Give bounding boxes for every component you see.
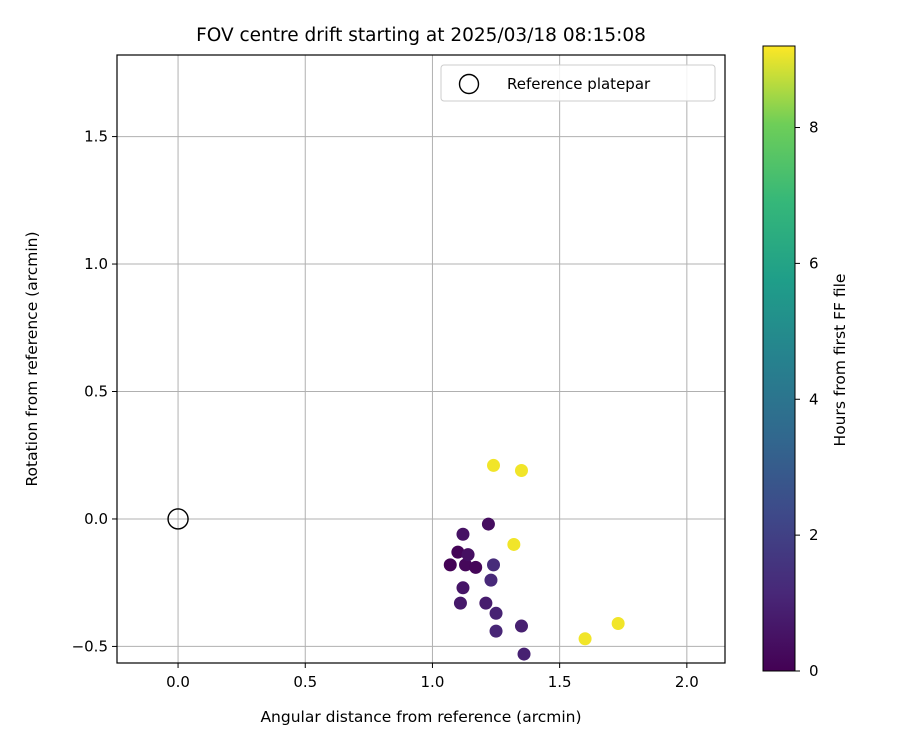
colorbar-ticks: 0 2 4 6 8 [795,119,819,680]
x-tick-label: 1.0 [421,673,445,691]
colorbar-tick-label: 2 [809,526,819,544]
data-point [456,527,470,541]
data-point [514,619,528,633]
data-points [167,458,625,661]
data-point [514,464,528,478]
x-axis-label: Angular distance from reference (arcmin) [260,708,581,726]
legend: Reference platepar [440,64,716,102]
data-point [456,581,470,595]
data-point [487,558,501,572]
y-tick-label: 1.5 [84,128,108,146]
colorbar-tick-label: 4 [809,390,819,408]
x-tick-label: 2.0 [675,673,699,691]
colorbar-label: Hours from first FF file [831,274,849,447]
data-point [469,560,483,574]
colorbar-tick-label: 6 [809,254,819,272]
data-point [481,517,495,531]
colorbar-tick-label: 8 [809,119,819,137]
data-point [453,596,467,610]
y-tick-label: 1.0 [84,255,108,273]
data-point [611,616,625,630]
data-point [578,632,592,646]
colorbar-gradient [762,45,796,672]
legend-label: Reference platepar [507,75,651,93]
legend-marker [458,73,480,95]
axis-ticks: 0.0 0.5 1.0 1.5 2.0 −0.5 0.0 0.5 1.0 1.5 [72,128,699,691]
data-point [489,624,503,638]
colorbar-tick-label: 0 [809,662,819,680]
y-tick-label: −0.5 [72,637,108,655]
data-point [489,606,503,620]
data-point [484,573,498,587]
data-point [461,548,475,562]
data-point [479,596,493,610]
data-point [507,537,521,551]
x-tick-label: 0.5 [293,673,317,691]
data-point [443,558,457,572]
data-point [517,647,531,661]
data-point [487,458,501,472]
data-point [459,558,473,572]
y-axis-label: Rotation from reference (arcmin) [23,231,41,486]
y-tick-label: 0.0 [84,510,108,528]
reference-marker [167,508,189,530]
y-tick-label: 0.5 [84,383,108,401]
x-tick-label: 1.5 [548,673,572,691]
x-tick-label: 0.0 [166,673,190,691]
legend-box [440,64,716,102]
data-point [451,545,465,559]
chart-title: FOV centre drift starting at 2025/03/18 … [196,25,646,46]
colorbar: 0 2 4 6 8 Hours from first FF file [762,45,849,680]
plot-frame [116,54,726,664]
grid [117,55,725,663]
